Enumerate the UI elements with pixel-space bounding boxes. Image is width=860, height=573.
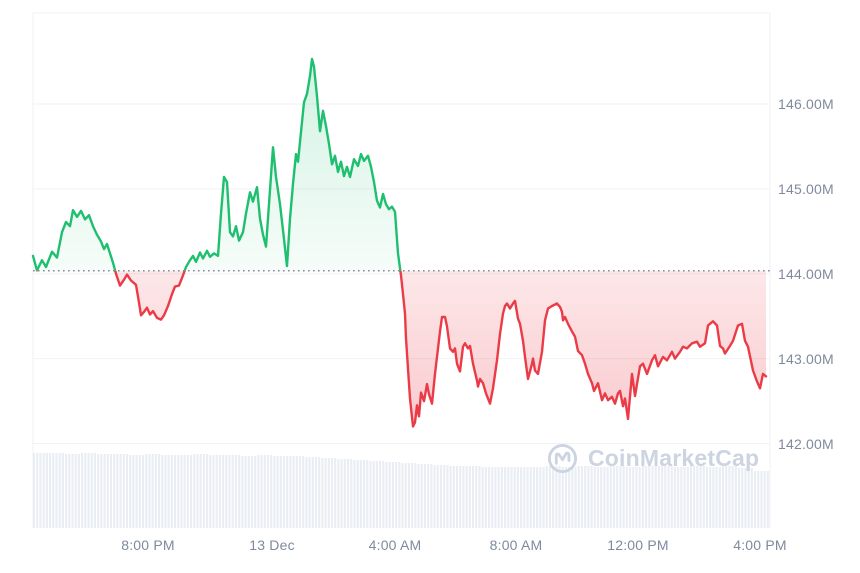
x-axis-label: 4:00 AM bbox=[368, 537, 422, 553]
x-axis-label: 8:00 PM bbox=[121, 537, 175, 553]
x-axis-label: 13 Dec bbox=[249, 537, 295, 553]
area-fill-positive bbox=[33, 59, 401, 271]
y-axis-label: 142.00M bbox=[778, 436, 834, 452]
area-fill-negative bbox=[33, 270, 766, 427]
watermark: CoinMarketCap bbox=[546, 442, 759, 475]
x-axis-label: 12:00 PM bbox=[607, 537, 669, 553]
x-axis-label: 8:00 AM bbox=[489, 537, 543, 553]
coinmarketcap-logo-icon bbox=[547, 443, 578, 474]
y-axis-label: 143.00M bbox=[778, 351, 834, 367]
price-line-negative bbox=[35, 270, 768, 428]
y-axis-label: 144.00M bbox=[778, 266, 834, 282]
y-axis-label: 146.00M bbox=[778, 96, 834, 112]
y-axis-label: 145.00M bbox=[778, 181, 834, 197]
x-axis-label: 4:00 PM bbox=[733, 537, 787, 553]
volume-bars bbox=[33, 453, 769, 528]
price-line-positive bbox=[31, 57, 402, 271]
watermark-label: CoinMarketCap bbox=[588, 445, 760, 471]
